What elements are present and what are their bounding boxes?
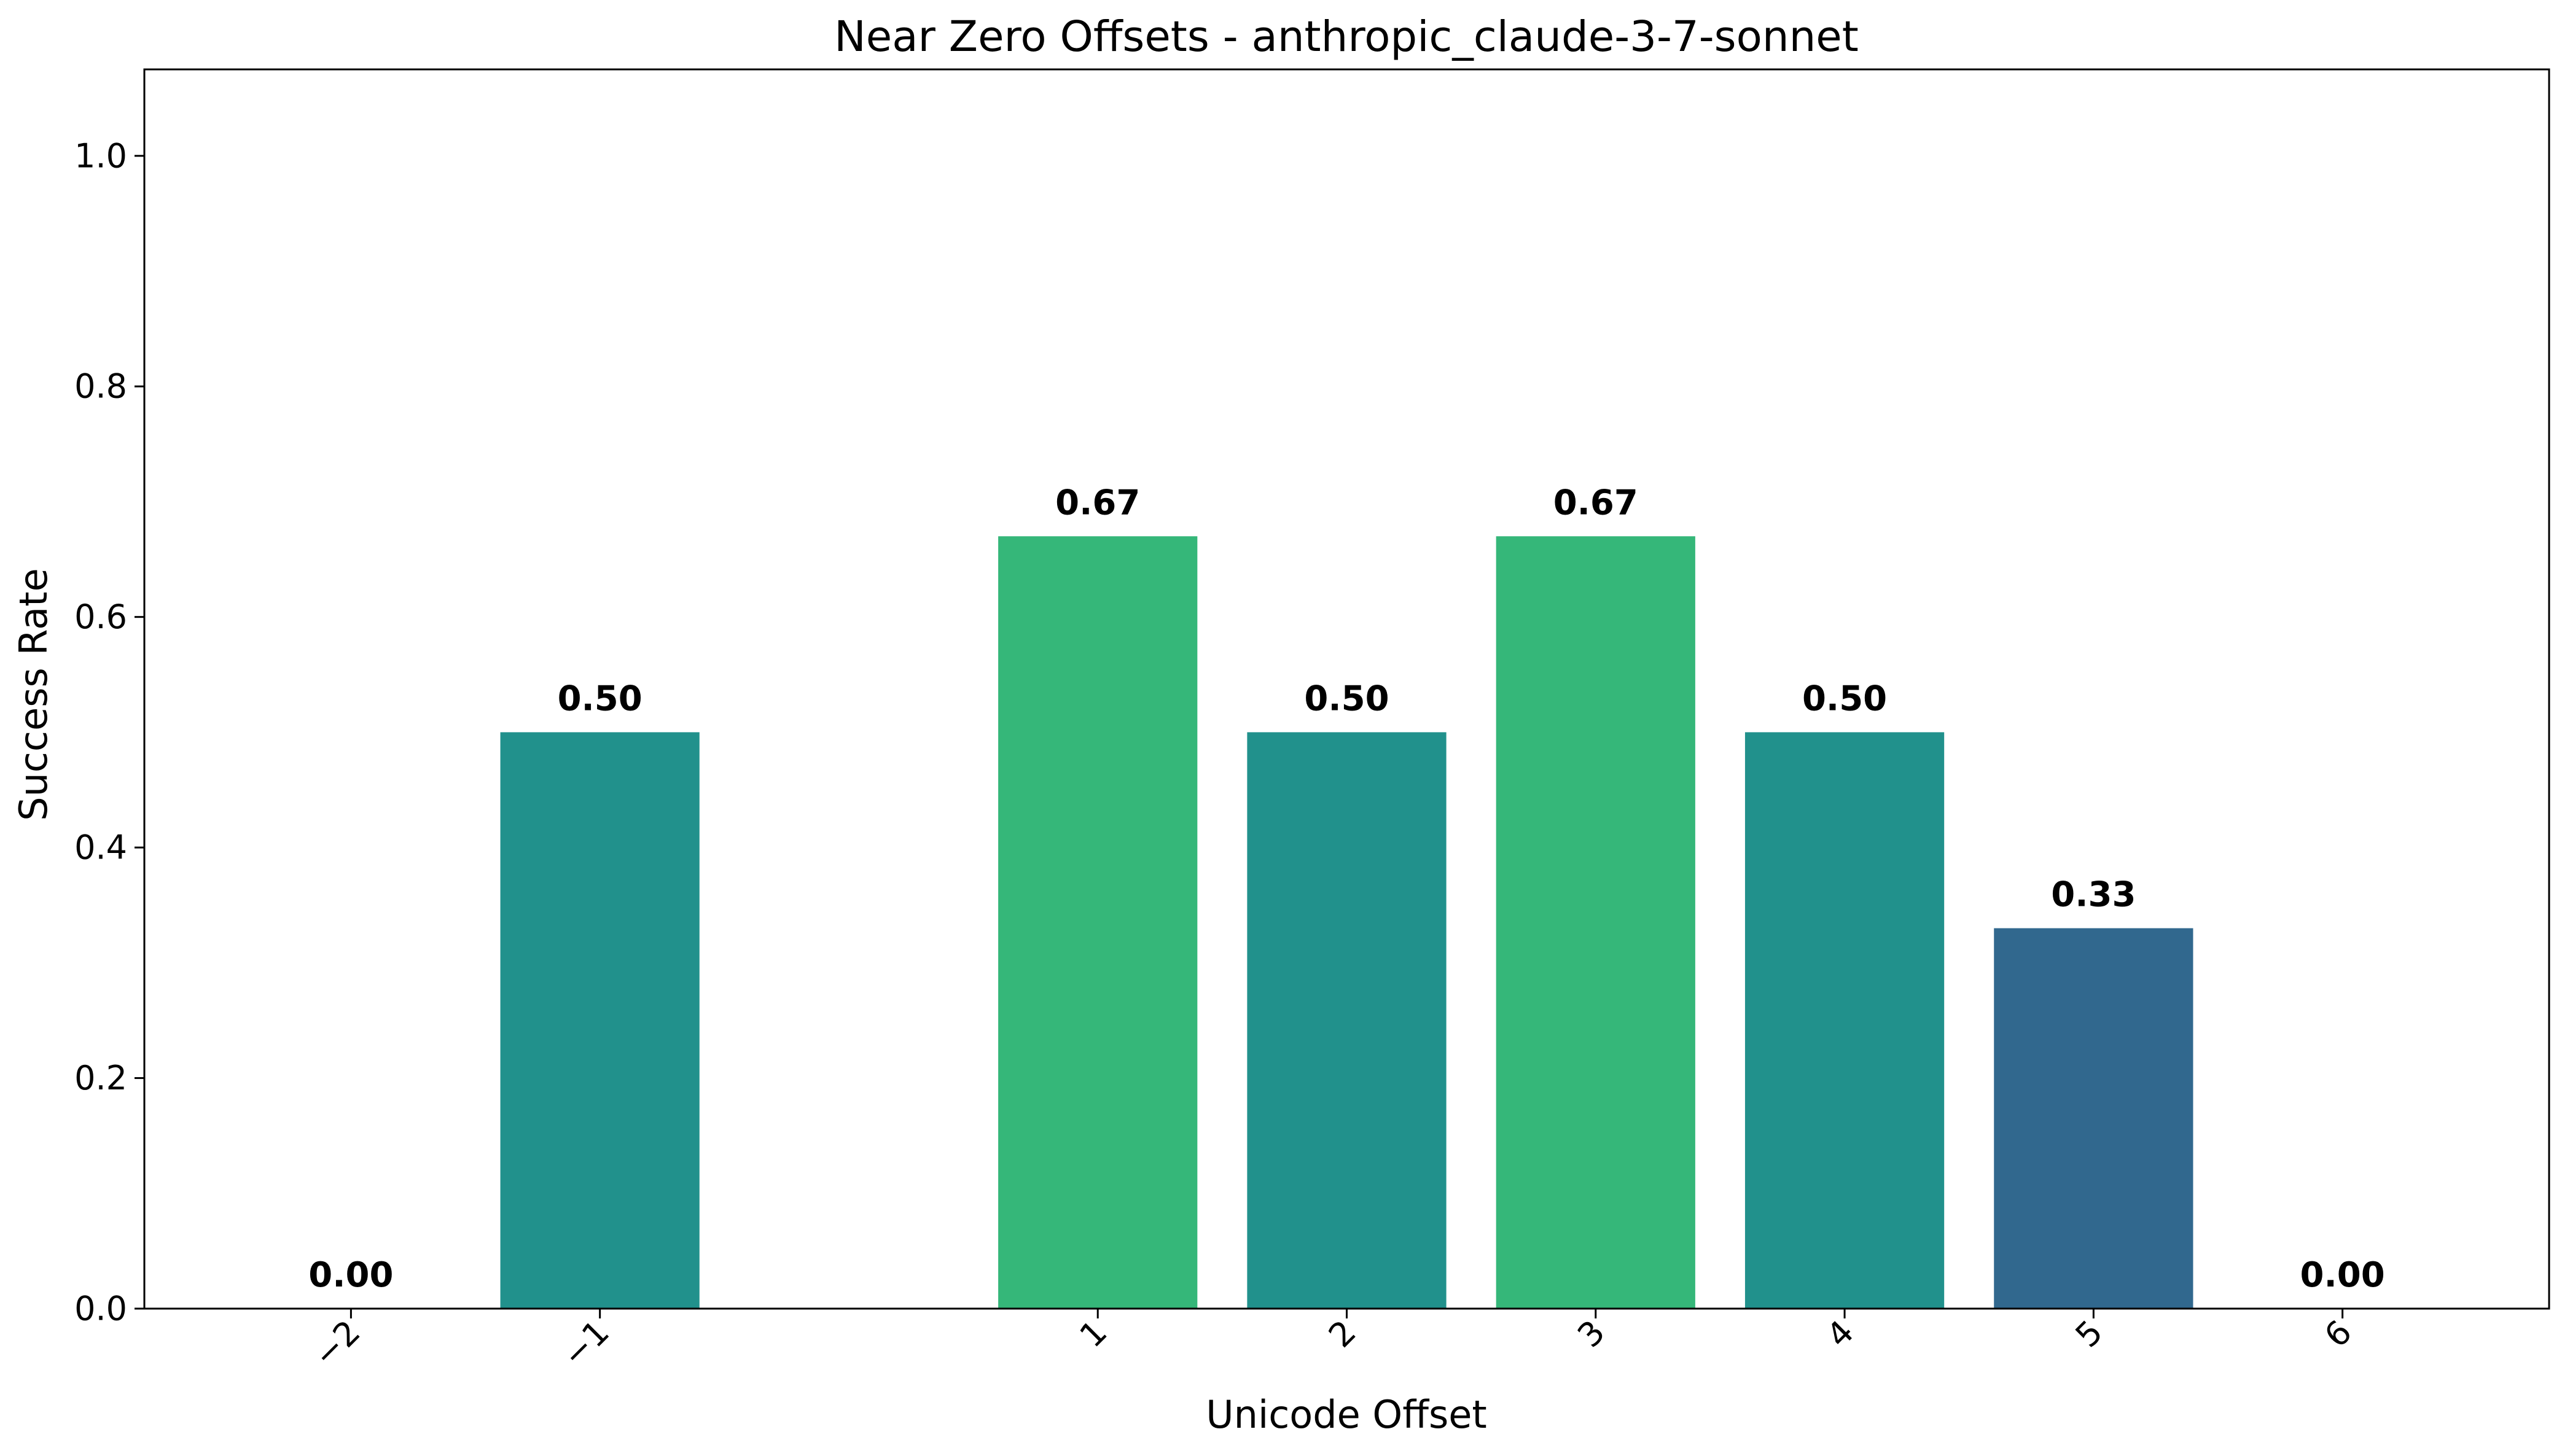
bar-1: [998, 536, 1198, 1309]
y-tick-label: 0.4: [74, 828, 127, 867]
bar-3: [1496, 536, 1695, 1309]
x-tick-label: 4: [1819, 1313, 1861, 1355]
x-axis: −2 −1 1 2 3 4 5 6: [306, 1309, 2359, 1374]
value-label: 0.67: [1055, 483, 1140, 523]
chart-title: Near Zero Offsets - anthropic_claude-3-7…: [834, 12, 1859, 61]
x-axis-label: Unicode Offset: [1206, 1392, 1486, 1437]
y-tick-label: 0.2: [74, 1059, 127, 1097]
bar-4: [1744, 732, 1945, 1309]
y-tick-label: 0.6: [74, 598, 127, 636]
value-label: 0.33: [2051, 875, 2136, 915]
value-label-group: 0.00 0.50 0.67 0.50 0.67 0.50 0.33 0.00: [308, 483, 2384, 1295]
value-label: 0.50: [1802, 679, 1887, 718]
y-tick-label: 0.0: [74, 1290, 127, 1328]
value-label: 0.67: [1553, 483, 1638, 523]
value-label: 0.50: [558, 679, 642, 718]
value-label: 0.00: [2300, 1255, 2385, 1295]
x-tick-label: 3: [1570, 1313, 1612, 1355]
y-axis: 0.0 0.2 0.4 0.6 0.8 1.0: [74, 136, 144, 1328]
y-tick-label: 1.0: [74, 136, 127, 175]
bar-5: [1994, 928, 2193, 1309]
bar-group: [500, 536, 2193, 1309]
value-label: 0.00: [308, 1255, 393, 1295]
bar-−1: [500, 732, 700, 1309]
x-tick-label: 2: [1321, 1313, 1364, 1355]
x-tick-label: 5: [2068, 1313, 2111, 1355]
x-tick-label: −1: [555, 1313, 617, 1375]
y-tick-label: 0.8: [74, 367, 127, 406]
x-tick-label: −2: [306, 1313, 368, 1375]
x-tick-label: 6: [2317, 1313, 2359, 1355]
x-tick-label: 1: [1072, 1313, 1115, 1355]
value-label: 0.50: [1304, 679, 1389, 718]
y-axis-label: Success Rate: [11, 568, 56, 820]
bar-2: [1247, 732, 1447, 1309]
